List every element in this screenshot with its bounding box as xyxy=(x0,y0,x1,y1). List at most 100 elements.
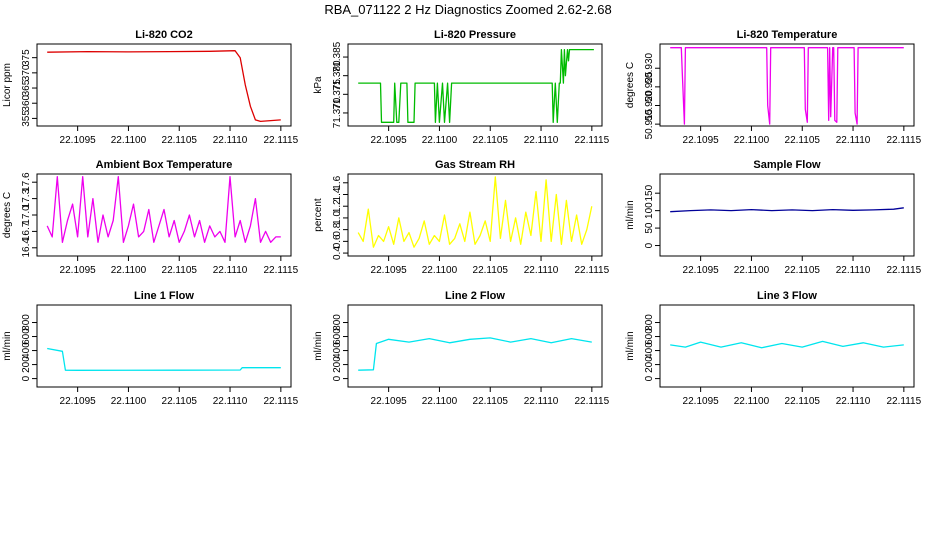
y-tick-label: 0 xyxy=(644,375,655,381)
chart-title: Sample Flow xyxy=(753,159,821,171)
y-tick-label: 600 xyxy=(644,328,655,345)
y-axis-label: ml/min xyxy=(313,331,324,360)
x-tick-label: 22.1115 xyxy=(887,396,922,407)
x-tick-label: 22.1110 xyxy=(213,135,248,146)
y-tick-label: 50 xyxy=(644,222,655,234)
x-tick-label: 22.1115 xyxy=(264,265,299,276)
series-line xyxy=(47,347,281,371)
figure-title: RBA_071122 2 Hz Diagnostics Zoomed 2.62-… xyxy=(324,2,611,17)
x-tick-label: 22.1115 xyxy=(575,265,610,276)
x-tick-label: 22.1105 xyxy=(473,265,509,276)
y-axis-label: kPa xyxy=(313,76,324,94)
y-tick-label: 1.0 xyxy=(332,211,343,225)
series-line xyxy=(358,337,592,371)
y-tick-label: 50.920 xyxy=(644,90,655,121)
x-tick-label: 22.1110 xyxy=(213,396,248,407)
x-tick-label: 22.1095 xyxy=(60,396,97,407)
x-tick-label: 22.1095 xyxy=(683,265,720,276)
x-tick-label: 22.1100 xyxy=(422,265,458,276)
y-tick-label: 0.6 xyxy=(332,234,343,248)
x-tick-label: 22.1100 xyxy=(111,265,147,276)
y-tick-label: 71.380 xyxy=(332,60,343,91)
y-axis-label: ml/min xyxy=(625,331,636,360)
y-tick-label: 71.385 xyxy=(332,41,343,72)
y-tick-label: 1.2 xyxy=(332,199,343,213)
x-tick-label: 22.1115 xyxy=(575,135,610,146)
y-tick-label: 17.0 xyxy=(21,205,32,225)
chart-title: Gas Stream RH xyxy=(435,159,515,171)
chart-panel-9: Line 3 Flow 22.1095 22.1100 22.1105 22.1110 2… xyxy=(625,290,922,407)
x-tick-label: 22.1095 xyxy=(371,396,408,407)
x-tick-label: 22.1105 xyxy=(473,396,509,407)
y-tick-label: 16.7 xyxy=(21,221,32,241)
x-tick-label: 22.1110 xyxy=(524,265,559,276)
y-tick-label: 71.375 xyxy=(332,79,343,110)
y-tick-label: 400 xyxy=(644,342,655,359)
x-tick-label: 22.1105 xyxy=(785,135,821,146)
x-tick-label: 22.1115 xyxy=(264,396,299,407)
x-tick-label: 22.1095 xyxy=(371,265,408,276)
x-tick-label: 22.1095 xyxy=(60,135,97,146)
y-tick-label: 400 xyxy=(21,342,32,359)
plot-frame xyxy=(347,173,603,257)
x-tick-label: 22.1100 xyxy=(422,135,458,146)
y-tick-label: 600 xyxy=(332,328,343,345)
y-tick-label: 200 xyxy=(21,356,32,373)
x-tick-label: 22.1110 xyxy=(524,135,559,146)
y-tick-label: 355 xyxy=(21,110,32,127)
y-tick-label: 150 xyxy=(644,184,655,201)
x-tick-label: 22.1095 xyxy=(683,396,720,407)
y-tick-label: 0.4 xyxy=(332,246,343,260)
y-tick-label: 71.370 xyxy=(332,97,343,128)
y-tick-label: 600 xyxy=(21,328,32,345)
plot-frame xyxy=(659,43,915,127)
x-tick-label: 22.1100 xyxy=(734,265,770,276)
plot-frame xyxy=(659,173,915,257)
y-tick-label: 1.4 xyxy=(332,187,343,201)
x-tick-label: 22.1105 xyxy=(473,135,509,146)
x-tick-label: 22.1110 xyxy=(836,265,871,276)
chart-title: Line 3 Flow xyxy=(757,290,817,302)
y-axis-label: degrees C xyxy=(625,62,636,108)
plot-frame xyxy=(36,43,292,127)
x-tick-label: 22.1110 xyxy=(524,396,559,407)
series-line xyxy=(47,50,281,123)
y-tick-label: 100 xyxy=(644,202,655,219)
chart-panel-5: Gas Stream RH 22.1095 22.1100 22.1105 22.111… xyxy=(313,159,610,276)
y-tick-label: 0 xyxy=(644,242,655,248)
x-tick-label: 22.1100 xyxy=(422,396,458,407)
y-tick-label: 1.6 xyxy=(332,175,343,189)
series-line xyxy=(670,207,904,213)
y-tick-label: 0 xyxy=(332,375,343,381)
x-tick-label: 22.1105 xyxy=(785,396,821,407)
chart-title: Line 2 Flow xyxy=(445,290,505,302)
y-tick-label: 0.8 xyxy=(332,222,343,236)
x-tick-label: 22.1105 xyxy=(162,396,198,407)
x-tick-label: 22.1110 xyxy=(836,135,871,146)
chart-title: Li-820 Pressure xyxy=(434,29,516,41)
y-tick-label: 360 xyxy=(21,94,32,111)
x-tick-label: 22.1115 xyxy=(264,135,299,146)
plot-frame xyxy=(347,43,603,127)
x-tick-label: 22.1100 xyxy=(111,135,147,146)
y-tick-label: 0 xyxy=(21,375,32,381)
y-tick-label: 365 xyxy=(21,79,32,96)
y-tick-label: 50.915 xyxy=(644,108,655,139)
chart-panel-4: Ambient Box Temperature 22.1095 22.1100 22.… xyxy=(2,159,299,276)
y-tick-label: 17.3 xyxy=(21,188,32,208)
x-tick-label: 22.1115 xyxy=(887,135,922,146)
series-line xyxy=(357,176,593,248)
y-tick-label: 800 xyxy=(21,314,32,331)
x-tick-label: 22.1110 xyxy=(836,396,871,407)
series-line xyxy=(670,340,904,349)
chart-panel-1: Li-820 CO2 22.1095 22.1100 22.1105 22.1110 22… xyxy=(2,29,299,146)
x-tick-label: 22.1105 xyxy=(162,265,198,276)
series-line xyxy=(670,47,904,125)
y-tick-label: 370 xyxy=(21,64,32,81)
x-tick-label: 22.1095 xyxy=(683,135,720,146)
x-tick-label: 22.1105 xyxy=(162,135,198,146)
y-tick-label: 50.930 xyxy=(644,52,655,83)
series-line xyxy=(46,176,281,243)
